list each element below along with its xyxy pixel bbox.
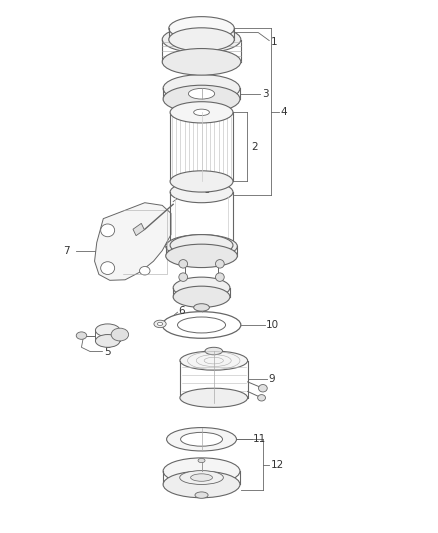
Ellipse shape [169, 28, 234, 51]
Ellipse shape [140, 266, 150, 275]
Ellipse shape [179, 260, 187, 268]
Ellipse shape [170, 102, 233, 123]
Ellipse shape [166, 235, 237, 258]
Ellipse shape [180, 471, 223, 484]
Ellipse shape [180, 432, 223, 446]
Ellipse shape [166, 427, 237, 451]
Ellipse shape [101, 224, 115, 237]
Ellipse shape [177, 317, 226, 333]
Ellipse shape [188, 88, 215, 99]
Text: 11: 11 [253, 434, 266, 445]
Ellipse shape [162, 49, 241, 75]
Text: 4: 4 [280, 107, 287, 117]
Ellipse shape [185, 249, 218, 262]
Ellipse shape [101, 262, 115, 274]
Ellipse shape [169, 17, 234, 40]
Text: 8: 8 [203, 185, 209, 195]
Ellipse shape [198, 458, 205, 463]
Ellipse shape [170, 235, 233, 256]
Ellipse shape [170, 171, 233, 192]
Ellipse shape [180, 351, 247, 370]
Ellipse shape [180, 388, 247, 407]
Ellipse shape [111, 328, 129, 341]
Ellipse shape [205, 348, 223, 355]
Ellipse shape [166, 244, 237, 268]
Ellipse shape [195, 492, 208, 498]
Ellipse shape [215, 273, 224, 281]
Ellipse shape [157, 322, 162, 326]
Ellipse shape [194, 109, 209, 116]
Polygon shape [95, 203, 171, 280]
Ellipse shape [95, 324, 120, 337]
Ellipse shape [173, 277, 230, 298]
Text: 5: 5 [104, 346, 111, 357]
Ellipse shape [215, 260, 224, 268]
Text: 9: 9 [268, 374, 275, 384]
Text: 1: 1 [271, 37, 277, 46]
Ellipse shape [163, 75, 240, 102]
Ellipse shape [162, 312, 241, 338]
Ellipse shape [179, 273, 187, 281]
Ellipse shape [163, 458, 240, 484]
Ellipse shape [162, 26, 241, 53]
Ellipse shape [258, 394, 265, 401]
Ellipse shape [163, 471, 240, 498]
Ellipse shape [163, 85, 240, 113]
Text: 10: 10 [266, 320, 279, 330]
Ellipse shape [76, 332, 87, 340]
Ellipse shape [173, 286, 230, 308]
Ellipse shape [258, 384, 267, 392]
Ellipse shape [95, 335, 120, 348]
Text: 6: 6 [178, 305, 185, 316]
Text: 2: 2 [251, 142, 258, 152]
Ellipse shape [170, 181, 233, 203]
Ellipse shape [191, 474, 212, 481]
Text: 12: 12 [271, 459, 284, 470]
Text: 3: 3 [262, 88, 268, 99]
Ellipse shape [154, 320, 166, 328]
Bar [133, 223, 145, 236]
Ellipse shape [194, 304, 209, 311]
Text: 7: 7 [63, 246, 70, 255]
